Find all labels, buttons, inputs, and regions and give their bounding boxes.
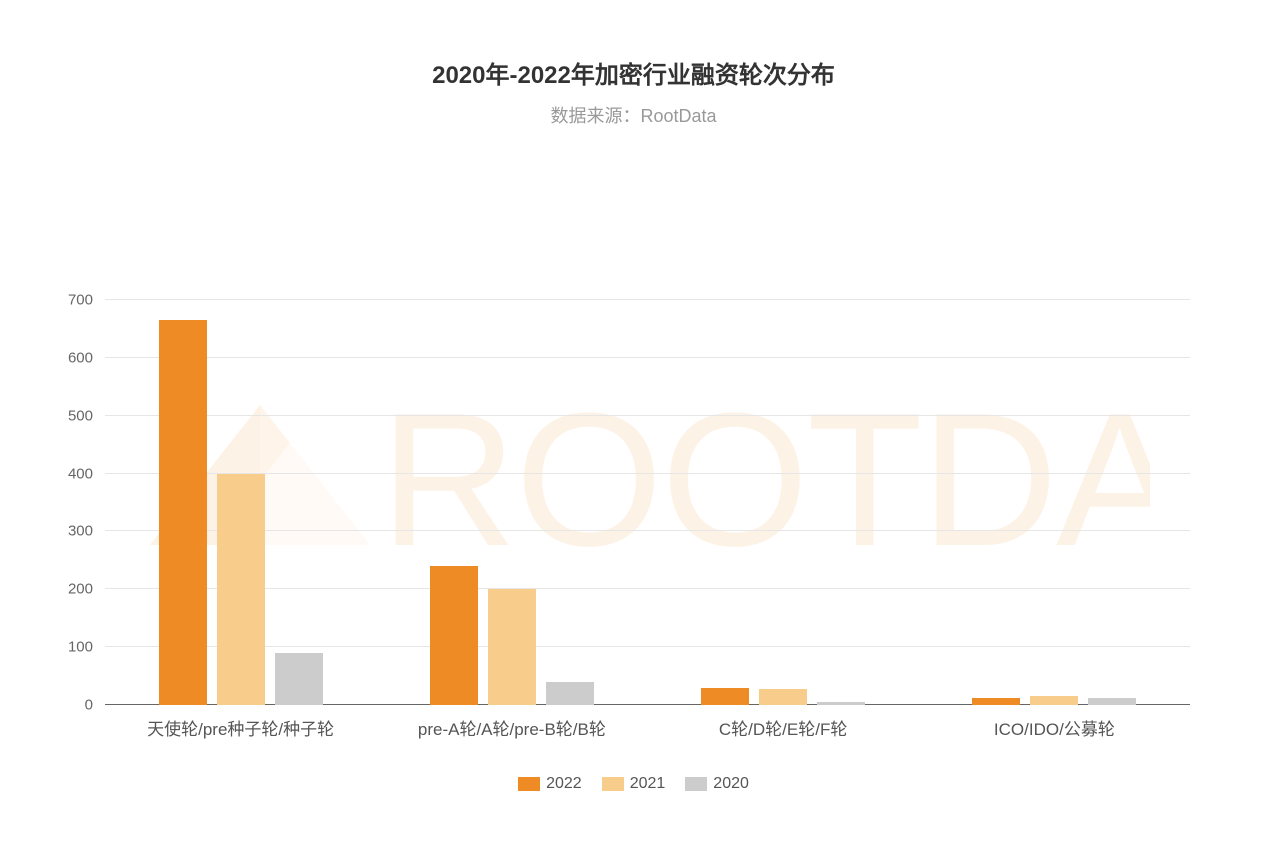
chart-subtitle: 数据来源：RootData <box>0 102 1267 128</box>
chart-title: 2020年-2022年加密行业融资轮次分布 <box>0 55 1267 90</box>
plot-area: 0100200300400500600700天使轮/pre种子轮/种子轮pre-… <box>105 300 1190 705</box>
bar <box>430 566 478 705</box>
legend-item: 2021 <box>602 775 666 793</box>
bar-group: ICO/IDO/公募轮 <box>919 300 1190 705</box>
bar <box>159 320 207 705</box>
y-tick-label: 0 <box>55 697 105 714</box>
x-tick-label: 天使轮/pre种子轮/种子轮 <box>147 715 334 740</box>
y-tick-label: 200 <box>55 581 105 598</box>
y-tick-label: 700 <box>55 292 105 309</box>
legend-label: 2020 <box>713 775 749 793</box>
y-tick-label: 500 <box>55 407 105 424</box>
bar <box>217 474 265 705</box>
plot: 0100200300400500600700天使轮/pre种子轮/种子轮pre-… <box>60 300 1210 705</box>
y-tick-label: 600 <box>55 349 105 366</box>
bar <box>546 682 594 705</box>
bar <box>1030 696 1078 705</box>
legend-swatch <box>602 777 624 791</box>
x-tick-label: C轮/D轮/E轮/F轮 <box>719 715 847 740</box>
legend-swatch <box>685 777 707 791</box>
bar <box>701 688 749 705</box>
y-tick-label: 300 <box>55 523 105 540</box>
legend-swatch <box>518 777 540 791</box>
x-tick-label: ICO/IDO/公募轮 <box>994 715 1115 740</box>
bar <box>817 702 865 705</box>
bar <box>275 653 323 705</box>
bar <box>488 589 536 705</box>
y-tick-label: 100 <box>55 639 105 656</box>
legend: 2022 2021 2020 <box>0 775 1267 793</box>
legend-item: 2022 <box>518 775 582 793</box>
legend-label: 2021 <box>630 775 666 793</box>
bar <box>1088 698 1136 705</box>
y-tick-label: 400 <box>55 465 105 482</box>
bar-group: C轮/D轮/E轮/F轮 <box>648 300 919 705</box>
bar <box>972 698 1020 705</box>
bar-group: pre-A轮/A轮/pre-B轮/B轮 <box>376 300 647 705</box>
x-tick-label: pre-A轮/A轮/pre-B轮/B轮 <box>418 715 606 740</box>
legend-label: 2022 <box>546 775 582 793</box>
bar-group: 天使轮/pre种子轮/种子轮 <box>105 300 376 705</box>
bar <box>759 689 807 705</box>
legend-item: 2020 <box>685 775 749 793</box>
